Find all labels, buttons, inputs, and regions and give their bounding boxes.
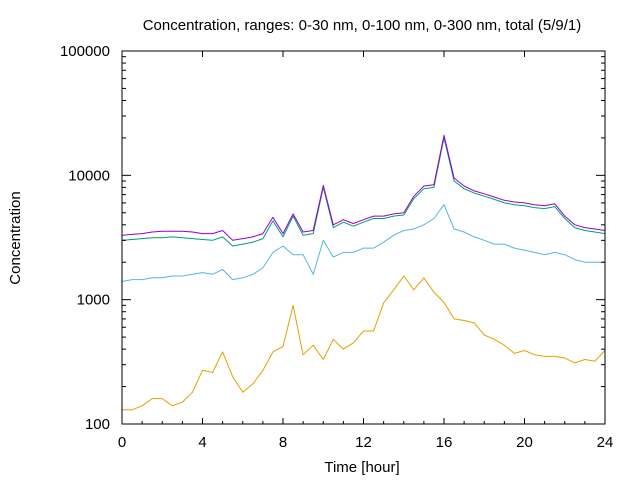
series-line-4 (121, 134, 606, 241)
plot-frame (121, 50, 606, 425)
x-tick-label: 24 (597, 434, 614, 451)
x-tick-label: 4 (198, 434, 206, 451)
series-line-2 (121, 204, 605, 282)
plot-series (121, 134, 606, 411)
x-tick-label: 0 (118, 434, 126, 451)
y-axis: 100 1000 10000 100000 (60, 43, 605, 433)
y-tick-label: 1000 (77, 292, 110, 309)
x-axis-label: Time [hour] (324, 459, 399, 476)
y-tick-label: 100 (85, 416, 110, 433)
x-tick-label: 16 (436, 434, 453, 451)
chart-title: Concentration, ranges: 0-30 nm, 0-100 nm… (143, 17, 582, 34)
x-tick-label: 20 (516, 434, 533, 451)
y-axis-label: Concentration (7, 191, 24, 284)
x-tick-label: 12 (355, 434, 372, 451)
y-tick-label: 10000 (68, 167, 110, 184)
y-tick-label: 100000 (60, 43, 110, 60)
x-axis: 0 4 8 12 16 20 24 (118, 51, 614, 451)
x-tick-label: 8 (279, 434, 287, 451)
series-line-1 (122, 275, 606, 411)
series-line-3 (121, 137, 606, 247)
